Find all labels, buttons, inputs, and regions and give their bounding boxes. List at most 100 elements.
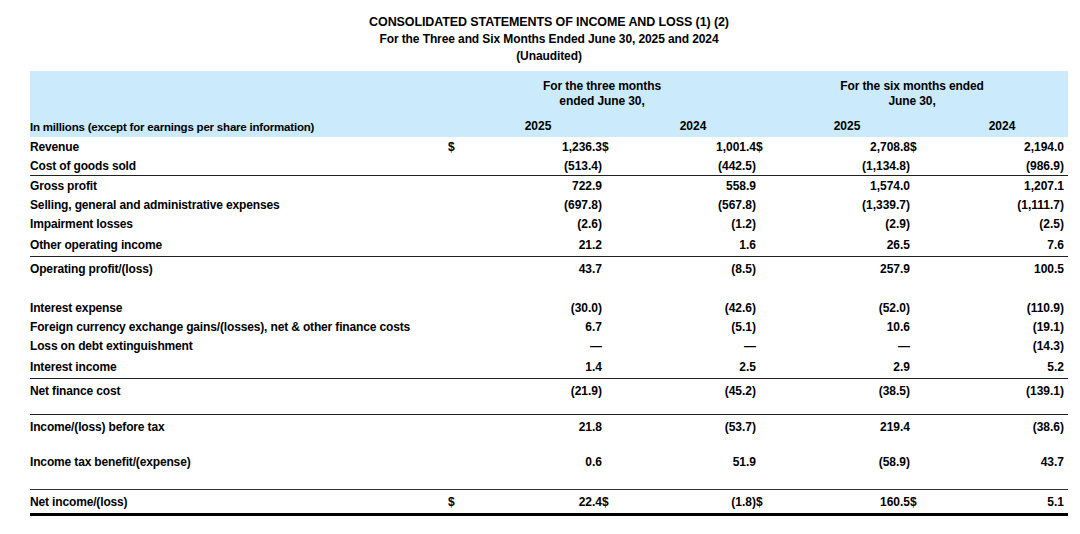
spacer-row [30,402,1068,415]
table-header: For the three months For the six months … [30,71,1068,137]
row-value: (986.9) [940,156,1068,176]
row-label: Interest income [30,355,448,379]
dollar-sign [602,336,630,355]
table-body: Revenue$1,236.3$1,001.4$2,708.8$2,194.0C… [30,137,1068,515]
row-value: 1,236.3 [474,137,602,156]
three-months-group-header: For the three months [448,71,756,93]
dollar-sign [910,415,940,439]
dollar-sign: $ [602,490,630,515]
dollar-sign [910,336,940,355]
table-row: Foreign currency exchange gains/(losses)… [30,317,1068,336]
table-row: Gross profit722.9558.91,574.01,207.1 [30,176,1068,196]
dollar-sign [910,355,940,379]
dollar-sign [756,195,784,214]
dollar-sign [448,176,474,196]
dollar-sign: $ [756,490,784,515]
dollar-sign: $ [910,137,940,156]
row-value: (513.4) [474,156,602,176]
statement-header: CONSOLIDATED STATEMENTS OF INCOME AND LO… [30,12,1068,71]
row-value: (442.5) [630,156,756,176]
row-value: 2,708.8 [784,137,910,156]
dollar-sign [602,176,630,196]
statement-title: CONSOLIDATED STATEMENTS OF INCOME AND LO… [30,14,1068,31]
row-label: Net income/(loss) [30,490,448,515]
table-row: Net finance cost(21.9)(45.2)(38.5)(139.1… [30,379,1068,403]
row-value: 2.9 [784,355,910,379]
dollar-sign [602,355,630,379]
dollar-sign: $ [602,137,630,156]
row-value: 21.8 [474,415,602,439]
table-row: Impairment losses(2.6)(1.2)(2.9)(2.5) [30,214,1068,233]
dollar-sign: $ [448,137,474,156]
row-value: — [630,336,756,355]
unit-note: In millions (except for earnings per sha… [30,108,448,137]
table-row: Operating profit/(loss)43.7(8.5)257.9100… [30,257,1068,281]
row-value: 43.7 [940,450,1068,473]
row-value: 43.7 [474,257,602,281]
row-value: 1.6 [630,233,756,257]
row-value: 22.4 [474,490,602,515]
row-value: 558.9 [630,176,756,196]
statement-subtitle: For the Three and Six Months Ended June … [30,31,1068,48]
dollar-sign [910,257,940,281]
dollar-sign [448,195,474,214]
dollar-sign [756,214,784,233]
row-value: — [474,336,602,355]
dollar-sign [602,379,630,403]
dollar-sign [756,298,784,317]
dollar-sign [602,156,630,176]
row-label: Gross profit [30,176,448,196]
table-row: Interest expense(30.0)(42.6)(52.0)(110.9… [30,298,1068,317]
row-label: Loss on debt extinguishment [30,336,448,355]
table-row: Revenue$1,236.3$1,001.4$2,708.8$2,194.0 [30,137,1068,156]
dollar-sign [756,355,784,379]
row-value: 1,207.1 [940,176,1068,196]
year-header-row: In millions (except for earnings per sha… [30,108,1068,137]
row-value: 219.4 [784,415,910,439]
dollar-sign [602,450,630,473]
dollar-sign [756,450,784,473]
row-value: (38.5) [784,379,910,403]
dollar-sign: $ [448,490,474,515]
row-value: 7.6 [940,233,1068,257]
dollar-sign [448,257,474,281]
row-value: (110.9) [940,298,1068,317]
row-value: 6.7 [474,317,602,336]
year-col-3mo-2025: 2025 [474,108,602,137]
row-label: Impairment losses [30,214,448,233]
dollar-sign [756,415,784,439]
dollar-sign [910,317,940,336]
dollar-sign [910,214,940,233]
row-label: Selling, general and administrative expe… [30,195,448,214]
row-value: 21.2 [474,233,602,257]
row-value: (21.9) [474,379,602,403]
dollar-sign [756,379,784,403]
row-label: Interest expense [30,298,448,317]
header-spacer-cell [30,93,448,108]
table-row: Cost of goods sold(513.4)(442.5)(1,134.8… [30,156,1068,176]
row-value: 2,194.0 [940,137,1068,156]
row-value: (1.8) [630,490,756,515]
row-value: 0.6 [474,450,602,473]
row-label: Other operating income [30,233,448,257]
dollar-sign [448,214,474,233]
dollar-sign [910,233,940,257]
row-value: (1,339.7) [784,195,910,214]
dollar-sign [602,257,630,281]
row-value: 1.4 [474,355,602,379]
row-value: (14.3) [940,336,1068,355]
row-label: Foreign currency exchange gains/(losses)… [30,317,448,336]
dollar-sign: $ [756,137,784,156]
row-value: (30.0) [474,298,602,317]
table-row: Income tax benefit/(expense)0.651.9(58.9… [30,450,1068,473]
dollar-sign [602,317,630,336]
dollar-sign [602,298,630,317]
dollar-sign [602,415,630,439]
dollar-sign [448,317,474,336]
dollar-sign [448,233,474,257]
row-value: (2.5) [940,214,1068,233]
dollar-sign [756,336,784,355]
row-value: (2.6) [474,214,602,233]
row-value: 257.9 [784,257,910,281]
group-header-row-2: ended June 30, June 30, [30,93,1068,108]
